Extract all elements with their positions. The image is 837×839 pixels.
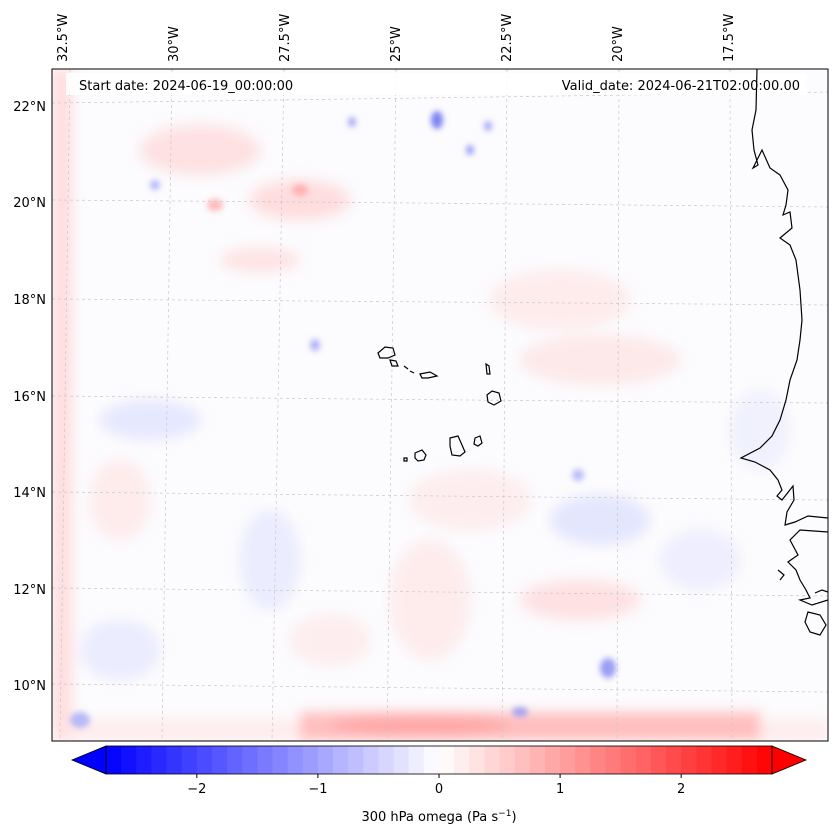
colorbar-segment <box>166 746 183 774</box>
colorbar-segment <box>317 746 334 774</box>
colorbar-segments <box>106 746 773 774</box>
lon-label: 27.5°W <box>278 14 293 62</box>
colorbar-segment <box>181 746 198 774</box>
colorbar-segment <box>196 746 213 774</box>
coastline <box>739 69 828 636</box>
lat-label: 22°N <box>13 100 46 115</box>
info-bar <box>66 73 806 95</box>
colorbar-max-arrow <box>771 745 808 775</box>
colorbar-segment <box>106 746 122 774</box>
colorbar-segment <box>605 746 622 774</box>
colorbar-tick-label: −1 <box>308 782 327 797</box>
colorbar: −2 −1 0 1 2 300 hPa omega (Pa s−1) <box>70 745 808 825</box>
colorbar-segment <box>620 746 637 774</box>
omega-field <box>52 69 828 741</box>
cape-verde-islands <box>377 346 502 462</box>
colorbar-ticks: −2 −1 0 1 2 <box>187 774 685 797</box>
latitude-labels: 22°N 20°N 18°N 16°N 14°N 12°N 10°N <box>13 100 46 694</box>
colorbar-segment <box>272 746 289 774</box>
start-date-text: Start date: 2024-06-19_00:00:00 <box>79 79 293 94</box>
colorbar-segment <box>711 746 728 774</box>
colorbar-segment <box>408 746 425 774</box>
colorbar-segment <box>454 746 470 774</box>
lon-label: 20°W <box>611 26 626 62</box>
colorbar-segment <box>439 746 455 774</box>
colorbar-segment <box>514 746 531 774</box>
colorbar-segment <box>211 746 228 774</box>
lat-label: 20°N <box>13 196 46 211</box>
colorbar-segment <box>529 746 546 774</box>
lat-label: 12°N <box>13 583 46 598</box>
lon-label: 32.5°W <box>56 14 71 62</box>
lon-label: 17.5°W <box>722 14 737 62</box>
colorbar-segment <box>151 746 168 774</box>
colorbar-segment <box>575 746 591 774</box>
colorbar-segment <box>393 746 410 774</box>
colorbar-segment <box>287 746 304 774</box>
colorbar-segment <box>650 746 667 774</box>
lat-label: 14°N <box>13 486 46 501</box>
colorbar-segment <box>681 746 697 774</box>
lat-label: 16°N <box>13 390 46 405</box>
colorbar-tick-label: 0 <box>435 782 443 797</box>
colorbar-segment <box>666 746 682 774</box>
colorbar-segment <box>726 746 743 774</box>
colorbar-segment <box>363 746 379 774</box>
colorbar-segment <box>257 746 273 774</box>
colorbar-segment <box>227 746 243 774</box>
colorbar-segment <box>469 746 485 774</box>
colorbar-segment <box>136 746 152 774</box>
map-frame <box>51 68 829 742</box>
colorbar-segment <box>121 746 137 774</box>
colorbar-tick-label: 1 <box>556 782 564 797</box>
lat-label: 10°N <box>13 679 46 694</box>
colorbar-segment <box>423 746 440 774</box>
colorbar-min-arrow <box>70 745 107 775</box>
map-panel <box>52 69 828 741</box>
lat-label: 18°N <box>13 293 46 308</box>
graticule <box>52 69 828 741</box>
colorbar-segment <box>696 746 712 774</box>
colorbar-segment <box>484 746 501 774</box>
lon-label: 30°W <box>167 26 182 62</box>
colorbar-segment <box>499 746 516 774</box>
colorbar-label: 300 hPa omega (Pa s−1) <box>361 809 516 825</box>
longitude-labels: 32.5°W 30°W 27.5°W 25°W 22.5°W 20°W 17.5… <box>56 14 737 62</box>
valid-date-text: Valid_date: 2024-06-21T02:00:00.00 <box>562 79 800 94</box>
lon-label: 25°W <box>389 26 404 62</box>
colorbar-segment <box>333 746 349 774</box>
colorbar-tick-label: 2 <box>677 782 685 797</box>
colorbar-segment <box>590 746 606 774</box>
colorbar-segment <box>635 746 652 774</box>
colorbar-segment <box>756 746 773 774</box>
colorbar-segment <box>242 746 258 774</box>
colorbar-segment <box>741 746 758 774</box>
lon-label: 22.5°W <box>500 14 515 62</box>
colorbar-segment <box>378 746 395 774</box>
colorbar-segment <box>560 746 576 774</box>
colorbar-segment <box>348 746 364 774</box>
colorbar-segment <box>302 746 319 774</box>
colorbar-segment <box>544 746 561 774</box>
colorbar-tick-label: −2 <box>187 782 206 797</box>
